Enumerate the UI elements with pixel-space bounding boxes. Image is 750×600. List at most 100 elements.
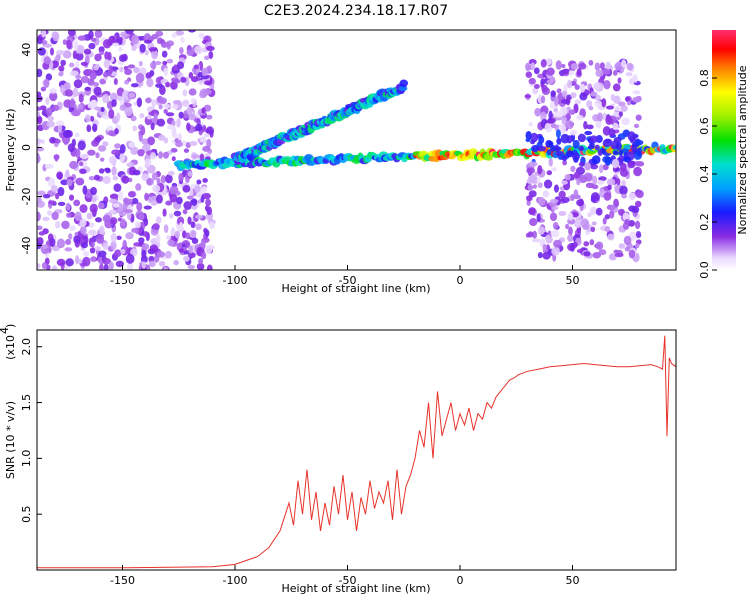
- noise-mark: [60, 59, 67, 67]
- snr-multiplier-close: ): [4, 324, 17, 328]
- noise-mark: [598, 176, 607, 182]
- noise-mark: [38, 231, 46, 236]
- noise-mark: [202, 178, 208, 183]
- noise-mark: [79, 154, 89, 159]
- noise-mark: [92, 123, 98, 133]
- noise-mark: [65, 169, 70, 178]
- noise-mark: [636, 147, 642, 157]
- noise-mark: [605, 61, 611, 71]
- noise-mark: [607, 233, 615, 241]
- noise-mark: [110, 240, 117, 251]
- noise-mark: [573, 189, 579, 197]
- noise-mark: [37, 106, 42, 111]
- noise-mark: [528, 122, 533, 127]
- noise-mark: [41, 40, 48, 45]
- noise-mark: [570, 165, 576, 173]
- noise-mark: [162, 60, 168, 66]
- colorbar-tick-label: 0.0: [698, 261, 711, 279]
- noise-mark: [93, 86, 102, 96]
- noise-mark: [118, 190, 124, 201]
- noise-mark: [618, 111, 623, 117]
- noise-mark: [125, 253, 135, 264]
- noise-mark: [102, 176, 111, 185]
- noise-mark: [40, 86, 47, 92]
- noise-mark: [618, 155, 625, 163]
- snr-panel: -150 -100 -50 0 50 0.5 1.0 1.5 2.0 Height of st…: [0, 324, 677, 595]
- noise-mark: [584, 130, 593, 136]
- noise-mark: [136, 97, 143, 108]
- noise-mark: [601, 98, 607, 108]
- noise-mark: [58, 65, 65, 72]
- noise-mark: [98, 250, 107, 258]
- noise-mark: [556, 137, 562, 145]
- noise-mark: [141, 261, 146, 269]
- noise-mark: [528, 207, 536, 215]
- noise-mark: [525, 62, 531, 72]
- noise-mark: [526, 167, 536, 174]
- noise-mark: [531, 238, 541, 243]
- noise-mark: [151, 49, 158, 60]
- colorbar-tick-label: 0.4: [698, 165, 711, 183]
- y-tick-label: 1.5: [20, 394, 33, 412]
- noise-mark: [203, 133, 210, 138]
- noise-mark: [530, 62, 536, 70]
- noise-mark: [109, 217, 118, 225]
- noise-mark: [633, 123, 640, 129]
- noise-mark: [131, 34, 139, 45]
- noise-mark: [194, 45, 203, 55]
- noise-mark: [37, 153, 40, 163]
- noise-mark: [202, 192, 211, 200]
- noise-mark: [544, 122, 553, 133]
- y-tick-label: 20: [20, 92, 33, 106]
- noise-mark: [171, 156, 176, 162]
- noise-mark: [102, 257, 111, 265]
- noise-mark: [579, 145, 584, 151]
- noise-mark: [634, 242, 640, 249]
- noise-mark: [201, 67, 209, 76]
- noise-mark: [626, 62, 634, 71]
- noise-mark: [565, 223, 570, 230]
- noise-mark: [190, 98, 196, 104]
- noise-mark: [551, 167, 558, 172]
- noise-mark: [599, 62, 605, 70]
- noise-mark: [573, 171, 581, 179]
- noise-mark: [628, 205, 637, 212]
- noise-mark: [83, 250, 90, 257]
- noise-mark: [632, 74, 638, 83]
- noise-mark: [80, 75, 90, 84]
- noise-mark: [625, 72, 633, 77]
- noise-mark: [64, 89, 73, 97]
- noise-mark: [150, 152, 157, 160]
- noise-mark: [95, 152, 100, 159]
- noise-mark: [175, 141, 183, 148]
- noise-mark: [587, 212, 592, 218]
- noise-mark: [614, 252, 624, 258]
- noise-mark: [109, 209, 116, 215]
- noise-mark: [578, 62, 587, 70]
- colorbar-ticks: 0.0 0.2 0.4 0.6 0.8: [698, 69, 717, 279]
- noise-mark: [542, 190, 550, 198]
- noise-mark: [622, 212, 630, 222]
- noise-mark: [90, 241, 95, 248]
- noise-mark: [124, 102, 132, 108]
- noise-mark: [555, 60, 562, 70]
- noise-mark: [606, 204, 616, 211]
- noise-mark: [40, 139, 45, 144]
- noise-mark: [156, 194, 163, 204]
- noise-mark: [75, 177, 85, 186]
- noise-mark: [124, 106, 133, 117]
- noise-mark: [102, 141, 109, 147]
- noise-mark: [127, 191, 136, 198]
- noise-mark: [178, 222, 184, 231]
- noise-mark: [116, 36, 123, 43]
- noise-mark: [548, 110, 553, 121]
- noise-mark: [79, 204, 88, 213]
- noise-mark: [54, 138, 61, 144]
- noise-mark: [547, 119, 555, 124]
- noise-mark: [88, 175, 95, 181]
- noise-mark: [573, 156, 579, 163]
- noise-mark: [171, 32, 178, 39]
- spectrogram-panel: -150 -100 -50 0 50 40 20 0 -20 -40 Height of str…: [4, 29, 677, 295]
- noise-mark: [37, 196, 42, 204]
- noise-mark: [536, 213, 541, 223]
